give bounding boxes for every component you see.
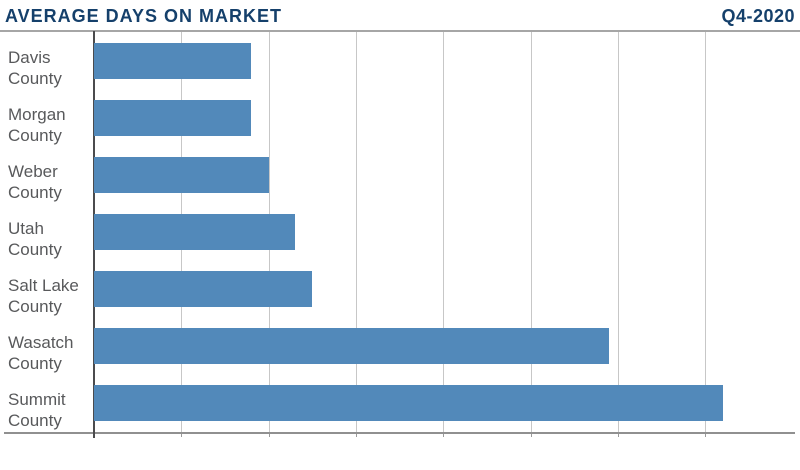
chart-period-label: Q4-2020	[721, 6, 795, 26]
bar-davis-county	[94, 42, 252, 79]
x-axis-line	[4, 432, 795, 434]
category-label: Summit County	[8, 389, 66, 431]
x-axis-tick-50	[530, 432, 532, 437]
bar-salt-lake-county	[94, 271, 313, 308]
x-axis-tick-10	[181, 432, 183, 437]
category-label-line: County	[8, 240, 62, 259]
category-label-line: Davis	[8, 47, 51, 67]
category-label-line: County	[8, 297, 62, 317]
category-label-line: County	[8, 125, 62, 145]
category-label: Wasatch County	[8, 332, 74, 374]
bar-utah-county	[94, 214, 295, 250]
header-divider-line	[0, 30, 800, 32]
category-label-line: Utah	[8, 219, 44, 238]
x-axis-tick-30	[355, 432, 357, 437]
x-axis-tick-70	[705, 432, 707, 437]
category-label-line: Wasatch	[8, 333, 74, 353]
category-label-line: County	[8, 68, 62, 88]
gridline-x-50	[530, 32, 532, 432]
category-label-line: Morgan	[8, 104, 66, 124]
category-label-line: County	[8, 182, 62, 202]
category-label-line: Salt Lake	[8, 276, 79, 296]
category-label: Utah County	[8, 218, 62, 260]
category-label: Weber County	[8, 161, 62, 203]
gridline-x-40	[443, 32, 445, 432]
category-label-line: County	[8, 411, 62, 431]
gridline-x-60	[617, 32, 619, 432]
bar-morgan-county	[94, 99, 252, 136]
bar-summit-county	[94, 385, 723, 422]
x-axis-tick-20	[268, 432, 270, 437]
bar-wasatch-county	[94, 328, 610, 365]
chart-title: AVERAGE DAYS ON MARKET	[5, 6, 283, 26]
category-label: Salt Lake County	[8, 275, 79, 317]
category-label-line: Weber	[8, 161, 58, 181]
bar-weber-county	[94, 156, 269, 193]
category-label-line: County	[8, 354, 62, 374]
category-label: Morgan County	[8, 104, 66, 146]
x-axis-tick-40	[443, 432, 445, 437]
category-label: Davis County	[8, 47, 62, 89]
gridline-x-70	[705, 32, 707, 432]
gridline-x-30	[355, 32, 357, 432]
category-label-line: Summit	[8, 390, 66, 410]
x-axis-tick-60	[617, 432, 619, 437]
